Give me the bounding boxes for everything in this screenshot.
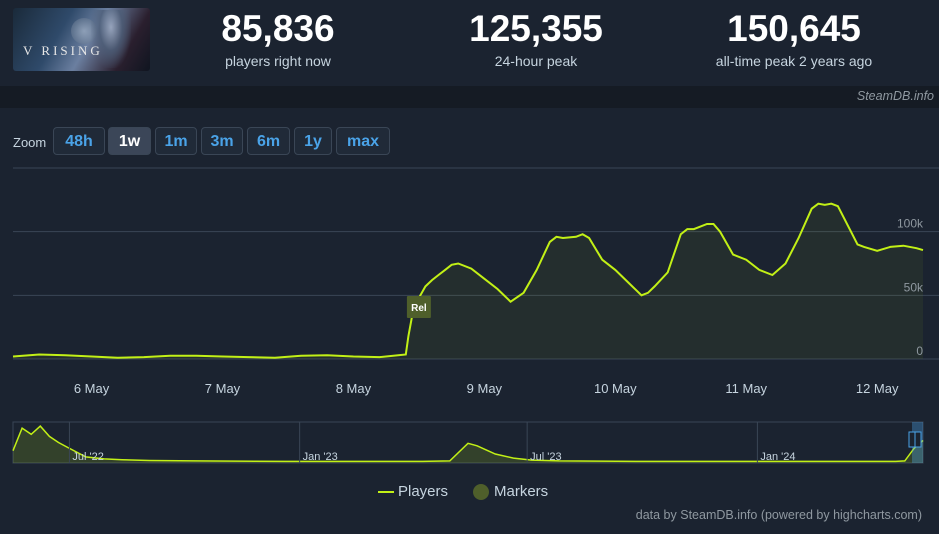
zoom-1m-button[interactable]: 1m xyxy=(155,127,197,155)
zoom-6m-button[interactable]: 6m xyxy=(247,127,290,155)
zoom-1y-button[interactable]: 1y xyxy=(294,127,332,155)
legend-markers-label: Markers xyxy=(494,483,549,500)
chart-container: Zoom 48h 1w 1m 3m 6m 1y max Rel 0 50k 100k… xyxy=(0,108,939,534)
stat-label: players right now xyxy=(225,53,331,69)
legend-players-label: Players xyxy=(398,483,449,500)
main-chart[interactable]: Rel 0 50k 100k 6 May 7 May 8 May 9 May 10 May 1… xyxy=(0,108,939,534)
character-art xyxy=(91,10,131,68)
stat-all-time-peak: 150,645 all-time peak 2 years ago xyxy=(694,8,894,69)
players-area xyxy=(13,203,923,359)
stat-label: all-time peak 2 years ago xyxy=(715,53,873,69)
stat-value: 150,645 xyxy=(727,8,861,49)
y-tick-label: 0 xyxy=(916,344,923,358)
y-tick-label: 100k xyxy=(897,217,924,231)
zoom-label: Zoom xyxy=(13,135,47,150)
zoom-3m-button[interactable]: 3m xyxy=(201,127,243,155)
marker-label: Rel xyxy=(411,303,427,314)
stat-current-players: 85,836 players right now xyxy=(188,8,368,69)
x-tick-label: 11 May xyxy=(725,381,767,396)
players-series-line[interactable] xyxy=(12,202,924,359)
game-thumbnail[interactable]: V RISING xyxy=(13,8,150,71)
stat-value: 85,836 xyxy=(221,8,335,49)
navigator-handle-left[interactable] xyxy=(908,431,916,448)
legend-players-swatch xyxy=(378,491,394,494)
zoom-48h-button[interactable]: 48h xyxy=(53,127,105,155)
navigator-frame xyxy=(12,421,924,464)
navigator-area xyxy=(13,426,923,463)
legend-item-markers[interactable]: Markers xyxy=(473,483,549,501)
credit-bar: SteamDB.info xyxy=(0,86,939,108)
navigator-series-line xyxy=(12,425,924,463)
legend-item-players[interactable]: Players xyxy=(378,483,448,500)
x-tick-label: 9 May xyxy=(467,381,503,396)
y-tick-label: 50k xyxy=(904,280,924,294)
x-tick-label: 8 May xyxy=(336,381,372,396)
header: V RISING 85,836 players right now 125,35… xyxy=(0,0,939,86)
legend: Players Markers xyxy=(378,483,578,503)
navigator-tick-label: Jan '24 xyxy=(760,451,795,463)
x-tick-label: 7 May xyxy=(205,381,241,396)
zoom-1w-button[interactable]: 1w xyxy=(108,127,151,155)
game-logo: V RISING xyxy=(23,43,103,58)
navigator-tick-label: Jul '22 xyxy=(72,451,103,463)
footer-credit[interactable]: data by SteamDB.info (powered by highcha… xyxy=(635,508,922,522)
x-tick-label: 10 May xyxy=(594,381,637,396)
navigator-handle-right[interactable] xyxy=(914,431,922,448)
release-marker[interactable]: Rel xyxy=(406,296,431,318)
navigator-tick-label: Jul '23 xyxy=(530,451,561,463)
stat-value: 125,355 xyxy=(469,8,603,49)
stat-label: 24-hour peak xyxy=(494,53,578,69)
x-tick-label: 6 May xyxy=(74,381,110,396)
zoom-max-button[interactable]: max xyxy=(336,127,390,155)
legend-markers-swatch xyxy=(473,484,489,501)
steamdb-credit[interactable]: SteamDB.info xyxy=(856,89,934,103)
navigator-tick-label: Jan '23 xyxy=(303,451,338,463)
marker-flag xyxy=(406,296,431,318)
stat-24h-peak: 125,355 24-hour peak xyxy=(436,8,636,69)
x-tick-label: 12 May xyxy=(856,381,899,396)
